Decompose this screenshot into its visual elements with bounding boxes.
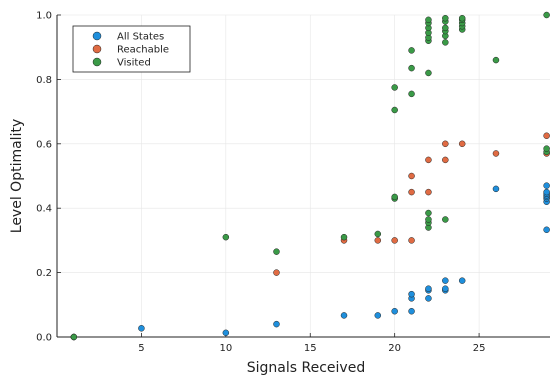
data-point xyxy=(492,56,500,64)
data-point xyxy=(543,182,550,189)
data-point xyxy=(442,140,449,148)
data-point xyxy=(391,193,398,201)
data-point xyxy=(442,216,449,223)
y-axis-ticks: 0.0 0.2 0.4 0.6 0.8 1.0 xyxy=(36,11,61,344)
data-point xyxy=(425,285,432,292)
data-point xyxy=(391,84,398,91)
data-point xyxy=(425,295,432,302)
legend: All States Reachable Visited xyxy=(72,25,191,73)
data-point xyxy=(391,237,398,244)
data-point xyxy=(543,132,550,139)
data-point xyxy=(70,333,78,341)
legend-marker xyxy=(92,31,102,41)
data-point xyxy=(442,24,449,32)
x-tick-label: 5 xyxy=(138,343,144,354)
data-point xyxy=(273,320,280,328)
x-tick-label: 15 xyxy=(304,343,317,354)
x-tick-label: 20 xyxy=(388,343,401,354)
data-point xyxy=(391,106,398,114)
data-point xyxy=(408,90,415,98)
legend-label: Visited xyxy=(117,58,151,69)
data-point xyxy=(391,307,398,315)
data-point xyxy=(374,312,382,319)
data-point xyxy=(425,156,432,164)
data-point xyxy=(442,14,449,22)
data-point xyxy=(408,237,415,244)
data-point xyxy=(425,188,432,196)
x-axis-ticks: 5 10 15 20 25 xyxy=(138,333,485,354)
y-tick-label: 0.4 xyxy=(36,204,52,215)
y-axis-label: Level Optimality xyxy=(9,119,25,233)
data-point xyxy=(492,150,500,157)
y-tick-label: 0.0 xyxy=(36,333,52,344)
y-tick-label: 0.6 xyxy=(36,139,52,150)
data-point xyxy=(273,269,280,276)
data-point xyxy=(340,312,348,319)
data-point xyxy=(408,47,415,54)
series-visited xyxy=(70,11,550,341)
data-point xyxy=(425,16,432,24)
legend-marker xyxy=(92,57,102,67)
data-point xyxy=(458,277,466,284)
data-point xyxy=(442,277,449,284)
data-point xyxy=(222,329,230,337)
data-point xyxy=(458,140,466,148)
data-point xyxy=(340,233,348,241)
x-tick-label: 10 xyxy=(219,343,232,354)
data-point xyxy=(543,188,550,196)
plot-frame xyxy=(56,15,550,338)
legend-label: Reachable xyxy=(117,45,169,56)
legend-marker xyxy=(92,44,102,54)
data-points xyxy=(70,11,550,341)
data-point xyxy=(543,11,550,19)
y-tick-label: 0.2 xyxy=(36,268,52,279)
data-point xyxy=(273,248,280,255)
data-point xyxy=(458,14,466,22)
legend-box xyxy=(72,25,191,73)
y-tick-label: 0.8 xyxy=(36,75,52,86)
data-point xyxy=(408,307,415,315)
data-point xyxy=(442,156,449,164)
data-point xyxy=(425,216,432,223)
data-point xyxy=(138,325,145,332)
data-point xyxy=(543,226,550,234)
data-point xyxy=(374,230,382,238)
x-axis-label: Signals Received xyxy=(247,360,365,376)
legend-label: All States xyxy=(117,32,164,43)
data-point xyxy=(408,188,415,196)
data-point xyxy=(425,69,432,77)
data-point xyxy=(222,233,230,241)
data-point xyxy=(442,285,449,292)
data-point xyxy=(408,172,415,180)
series-all-states xyxy=(70,182,550,341)
data-point xyxy=(374,237,382,244)
data-point xyxy=(492,185,500,193)
x-tick-label: 25 xyxy=(473,343,486,354)
y-tick-label: 1.0 xyxy=(36,11,52,22)
data-point xyxy=(425,209,432,217)
data-point xyxy=(408,64,415,72)
data-point xyxy=(543,145,550,152)
data-point xyxy=(442,39,449,46)
data-point xyxy=(408,290,415,298)
